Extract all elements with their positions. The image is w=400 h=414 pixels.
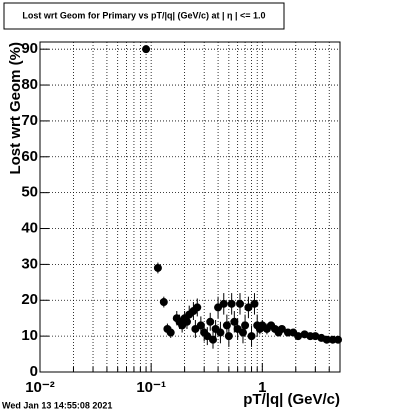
y-tick-label: 70: [21, 112, 38, 129]
chart-title: Lost wrt Geom for Primary vs pT/|q| (GeV…: [22, 10, 265, 20]
data-point: [236, 299, 245, 308]
data-point: [222, 321, 231, 330]
title-box: [3, 2, 285, 30]
data-point: [193, 303, 202, 312]
data-point: [241, 321, 250, 330]
data-point: [230, 317, 239, 326]
y-tick-label: 40: [21, 219, 38, 236]
data-point: [208, 335, 217, 344]
data-point: [238, 328, 247, 337]
y-tick-label: 20: [21, 291, 38, 308]
data-point: [322, 335, 331, 344]
data-point: [224, 332, 233, 341]
data-point: [142, 45, 151, 54]
data-point: [244, 303, 253, 312]
data-point: [166, 328, 175, 337]
y-tick-label: 60: [21, 148, 38, 165]
data-point: [277, 324, 286, 333]
x-tick-label: 10⁻²: [25, 379, 55, 396]
data-point: [311, 332, 320, 341]
y-tick-label: 90: [21, 40, 38, 57]
x-axis-label: pT/|q| (GeV/c): [243, 391, 340, 408]
data-point: [227, 299, 236, 308]
data-point: [294, 332, 303, 341]
y-axis-label: Lost wrt Geom (%): [7, 42, 24, 175]
data-point: [216, 328, 225, 337]
data-point: [219, 299, 228, 308]
data-point: [159, 298, 168, 307]
data-point: [153, 263, 162, 272]
y-tick-label: 50: [21, 184, 38, 201]
y-tick-label: 30: [21, 255, 38, 272]
data-point: [182, 317, 191, 326]
timestamp: Wed Jan 13 14:55:08 2021: [2, 400, 112, 410]
x-tick-label: 10⁻¹: [136, 379, 166, 396]
data-point: [196, 321, 205, 330]
data-point: [203, 332, 212, 341]
x-tick-label: 1: [258, 379, 266, 396]
data-point: [250, 299, 259, 308]
data-point: [206, 317, 215, 326]
y-tick-label: 80: [21, 76, 38, 93]
y-tick-label: 10: [21, 327, 38, 344]
data-point: [214, 303, 223, 312]
y-tick-label: 0: [30, 363, 38, 380]
data-point: [334, 335, 343, 344]
data-point: [247, 332, 256, 341]
